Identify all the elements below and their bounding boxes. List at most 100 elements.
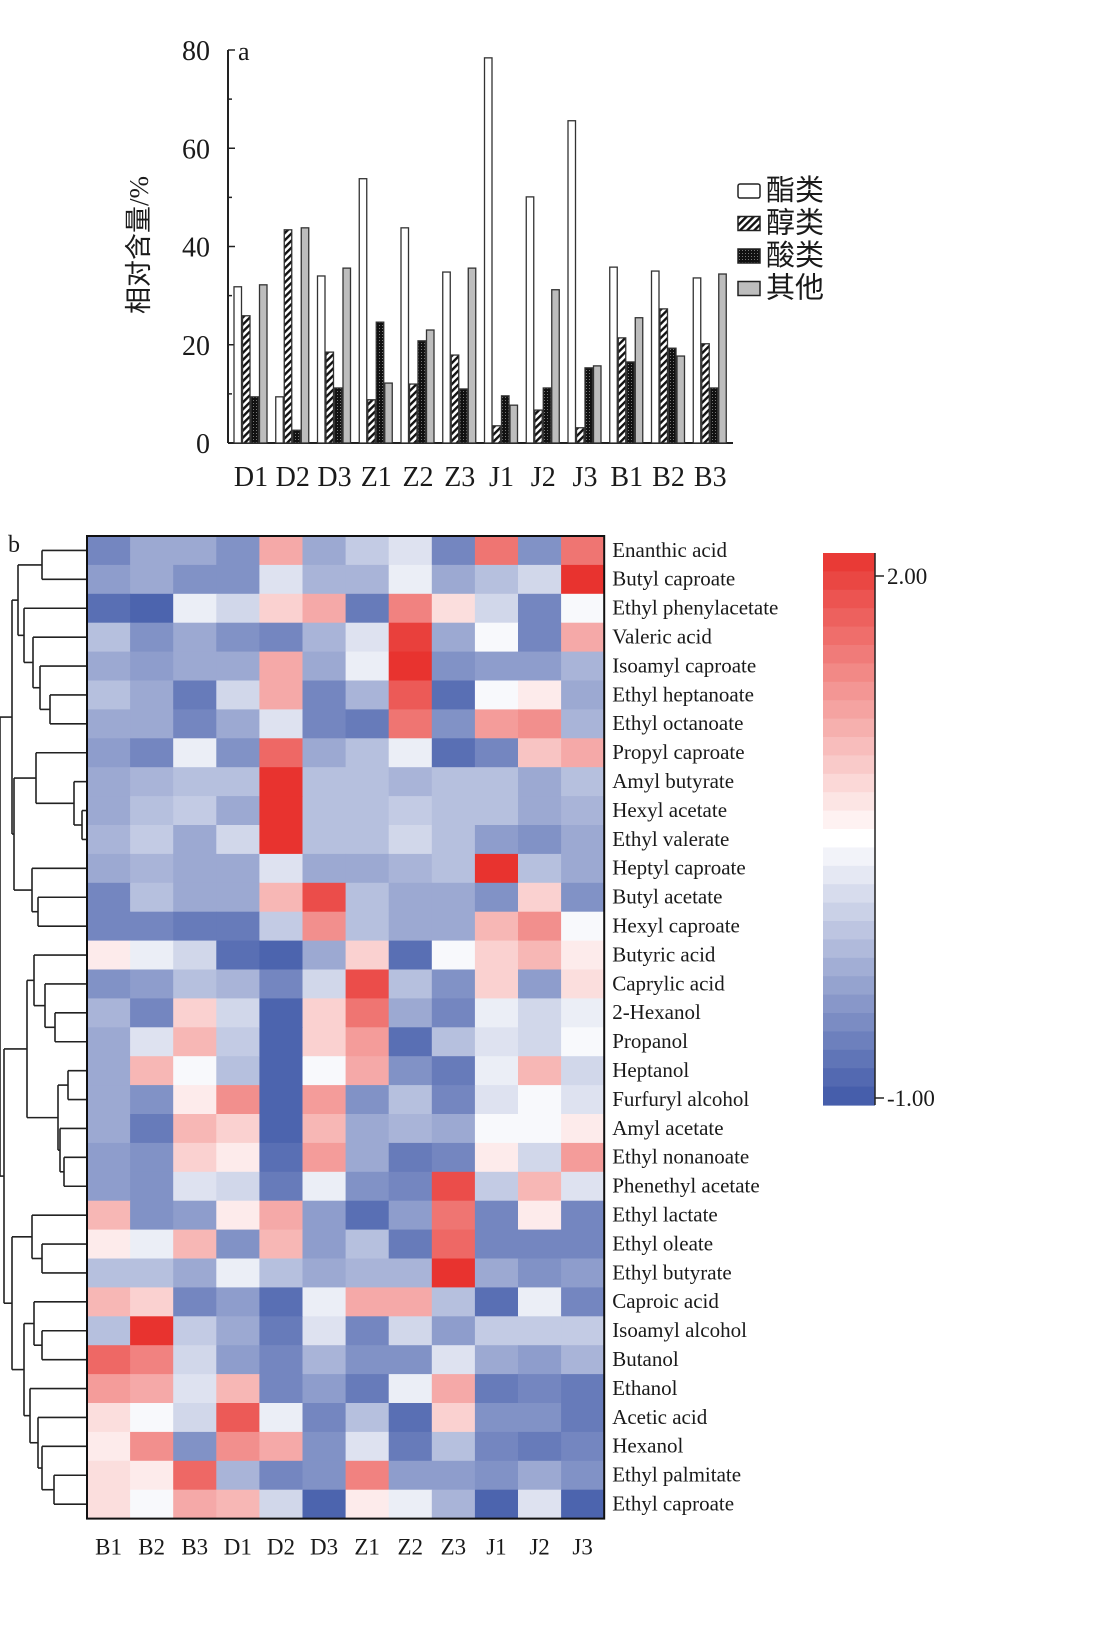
bar-B2-酸类 bbox=[667, 347, 677, 444]
heatmap-cell-furfuryl-alcohol-B2 bbox=[130, 1085, 174, 1115]
heatmap-cell-caprylic-acid-D1 bbox=[216, 969, 260, 999]
colorbar-step bbox=[823, 1013, 875, 1032]
bar-D2-醇类 bbox=[283, 229, 293, 444]
heatmap-cell-heptyl-caproate-B1 bbox=[87, 853, 131, 884]
heatmap-cell-amyl-acetate-B2 bbox=[130, 1114, 174, 1144]
heatmap-cell-ethyl-oleate-Z2 bbox=[388, 1229, 433, 1259]
heatmap-cell-ethyl-oleate-Z1 bbox=[345, 1229, 390, 1259]
heatmap-cell-ethyl-caproate-B2 bbox=[130, 1489, 174, 1520]
heatmap-cell-propanol-B3 bbox=[173, 1027, 217, 1057]
heatmap-cell-butyric-acid-D3 bbox=[302, 940, 347, 970]
heatmap-cell-isoamyl-alcohol-B2 bbox=[130, 1316, 174, 1346]
heatmap-cell-ethyl-butyrate-Z1 bbox=[345, 1258, 390, 1288]
bar-D1-酸类 bbox=[250, 396, 260, 444]
heatmap-cell-ethyl-caproate-D1 bbox=[216, 1489, 260, 1520]
heatmap-cell-ethanol-D2 bbox=[259, 1374, 303, 1404]
heatmap-cell-2-hexanol-Z2 bbox=[388, 998, 433, 1028]
colorbar-step bbox=[823, 718, 875, 738]
heatmap-cell-ethyl-butyrate-B2 bbox=[130, 1258, 174, 1288]
heatmap-cell-ethyl-palmitate-Z2 bbox=[388, 1460, 433, 1491]
heatmap-cell-butyl-caproate-J1 bbox=[474, 564, 519, 595]
heatmap-cell-ethyl-lactate-J3 bbox=[561, 1200, 605, 1231]
heatmap-cell-propanol-D2 bbox=[259, 1027, 303, 1057]
heatmap-cell-enanthic-acid-J2 bbox=[518, 536, 562, 566]
heatmap-cell-hexyl-caproate-B1 bbox=[87, 911, 131, 942]
heatmap-cell-hexyl-acetate-Z2 bbox=[388, 796, 433, 826]
heatmap-cell-hexanol-J2 bbox=[518, 1431, 562, 1462]
heatmap-cell-hexanol-D2 bbox=[259, 1431, 303, 1462]
heatmap-cell-2-hexanol-Z1 bbox=[345, 998, 390, 1028]
heatmap-cell-caproic-acid-J3 bbox=[561, 1287, 605, 1317]
legend-label: 醇类 bbox=[766, 207, 824, 240]
heatmap-cell-ethyl-caproate-J1 bbox=[474, 1489, 519, 1520]
heatmap-cell-hexanol-B3 bbox=[173, 1431, 217, 1462]
heatmap-cell-hexyl-acetate-B3 bbox=[173, 796, 217, 826]
heatmap-cell-hexyl-caproate-Z2 bbox=[388, 911, 433, 942]
heatmap-cell-ethyl-caproate-B3 bbox=[173, 1489, 217, 1520]
heatmap-cell-ethyl-oleate-B2 bbox=[130, 1229, 174, 1259]
heatmap-cell-isoamyl-alcohol-Z1 bbox=[345, 1316, 390, 1346]
row-label: Enanthic acid bbox=[612, 538, 727, 562]
heatmap-cell-butanol-J1 bbox=[474, 1345, 519, 1375]
heatmap-cell-ethanol-Z1 bbox=[345, 1374, 390, 1404]
heatmap-cell-butyl-acetate-J3 bbox=[561, 882, 605, 913]
legend-swatch bbox=[737, 215, 761, 232]
bar-Z2-酯类 bbox=[400, 227, 410, 444]
heatmap-cell-hexyl-caproate-J3 bbox=[561, 911, 605, 942]
heatmap-cell-acetic-acid-B2 bbox=[130, 1403, 174, 1433]
x-tick-label: J2 bbox=[531, 462, 556, 493]
heatmap-cell-ethyl-palmitate-B1 bbox=[87, 1460, 131, 1491]
heatmap-cell-isoamyl-caproate-B2 bbox=[130, 651, 174, 681]
heatmap-cell-ethyl-octanoate-D2 bbox=[259, 709, 303, 739]
heatmap-cell-ethyl-heptanoate-B2 bbox=[130, 680, 174, 710]
heatmap-cell-acetic-acid-D1 bbox=[216, 1403, 260, 1433]
heatmap-cell-caprylic-acid-Z3 bbox=[431, 969, 476, 999]
bar-J1-酯类 bbox=[483, 57, 493, 444]
heatmap-cell-ethyl-oleate-J2 bbox=[518, 1229, 562, 1259]
heatmap-cell-ethyl-heptanoate-D1 bbox=[216, 680, 260, 710]
heatmap-cell-butyl-caproate-B1 bbox=[87, 564, 131, 595]
heatmap-cell-ethyl-butyrate-B1 bbox=[87, 1258, 131, 1288]
heatmap-cell-phenethyl-acetate-B3 bbox=[173, 1171, 217, 1202]
colorbar-step bbox=[823, 755, 875, 775]
heatmap-cell-caproic-acid-J2 bbox=[518, 1287, 562, 1317]
heatmap-cell-amyl-acetate-D2 bbox=[259, 1114, 303, 1144]
heatmap-cell-heptanol-B2 bbox=[130, 1056, 174, 1086]
panel-label-a: a bbox=[238, 37, 250, 66]
colorbar-step bbox=[823, 700, 875, 720]
legend-swatch bbox=[737, 248, 761, 264]
row-label: Hexyl acetate bbox=[612, 798, 727, 822]
heatmap-cell-ethyl-lactate-J1 bbox=[474, 1200, 519, 1231]
heatmap-cell-heptanol-B3 bbox=[173, 1056, 217, 1086]
heatmap-cell-heptanol-J3 bbox=[561, 1056, 605, 1086]
heatmap-cell-ethanol-D1 bbox=[216, 1374, 260, 1404]
row-label: Butyl acetate bbox=[612, 885, 722, 909]
bar-B3-酯类 bbox=[692, 277, 702, 444]
row-label: Acetic acid bbox=[612, 1405, 708, 1429]
column-label: J3 bbox=[572, 1535, 592, 1560]
heatmap-cell-amyl-butyrate-D1 bbox=[216, 767, 260, 797]
heatmap-cell-propanol-D3 bbox=[302, 1027, 347, 1057]
row-label: Propanol bbox=[612, 1029, 688, 1053]
heatmap-cell-ethyl-valerate-B2 bbox=[130, 825, 174, 855]
colorbar-step bbox=[823, 773, 875, 793]
heatmap-cell-caproic-acid-Z3 bbox=[431, 1287, 476, 1317]
heatmap-cell-acetic-acid-Z3 bbox=[431, 1403, 476, 1433]
heatmap-cell-ethyl-lactate-Z1 bbox=[345, 1200, 390, 1231]
colorbar-step bbox=[823, 571, 875, 591]
row-label: Butyric acid bbox=[612, 942, 716, 966]
row-label: Amyl acetate bbox=[612, 1116, 723, 1140]
heatmap-cell-ethyl-heptanoate-J2 bbox=[518, 680, 562, 710]
y-tick-label: 60 bbox=[182, 134, 210, 165]
heatmap-cell-ethyl-octanoate-Z3 bbox=[431, 709, 476, 739]
heatmap-cell-ethyl-valerate-Z2 bbox=[388, 825, 433, 855]
heatmap-cell-ethyl-nonanoate-D3 bbox=[302, 1142, 347, 1173]
heatmap-cell-heptyl-caproate-D2 bbox=[259, 853, 303, 884]
heatmap-cell-butyric-acid-Z1 bbox=[345, 940, 390, 970]
heatmap-cell-amyl-butyrate-B2 bbox=[130, 767, 174, 797]
heatmap-cell-phenethyl-acetate-J2 bbox=[518, 1171, 562, 1202]
heatmap-cell-propanol-Z3 bbox=[431, 1027, 476, 1057]
heatmap-cell-butanol-Z2 bbox=[388, 1345, 433, 1375]
bar-D2-其他 bbox=[300, 227, 310, 444]
heatmap-cell-ethyl-octanoate-B2 bbox=[130, 709, 174, 739]
